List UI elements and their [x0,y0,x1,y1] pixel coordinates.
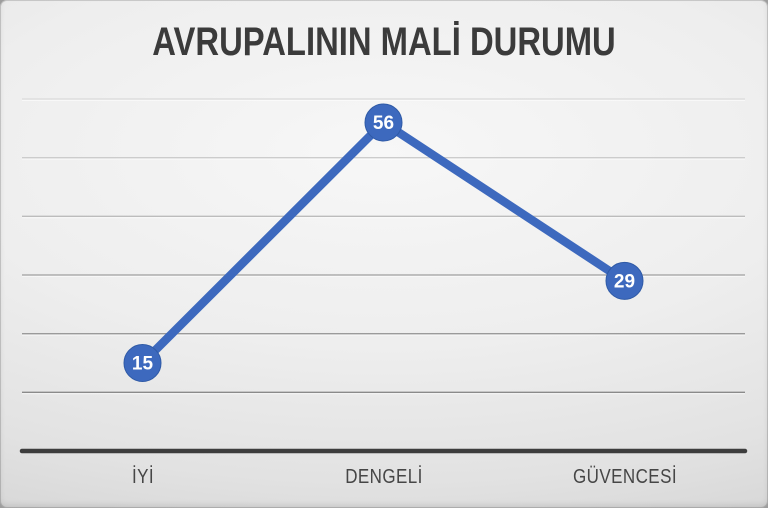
data-point-labels-group: 15 56 29 [132,113,635,375]
data-point-marker [123,344,162,382]
data-point-value: 56 [373,113,394,134]
chart-title: AVRUPALININ MALİ DURUMU [152,20,616,64]
data-series-group [123,103,644,382]
data-point-marker [605,261,644,300]
x-axis-label: DENGELİ [344,466,423,488]
gridlines-group [22,98,745,395]
data-point-value: 29 [614,271,635,292]
data-point-marker [364,103,403,142]
data-line [138,118,629,368]
data-point-value: 15 [132,354,154,375]
x-axis-label: GÜVENCESİ [572,466,677,488]
x-axis-label: İYİ [131,466,154,488]
x-axis-labels: İYİ DENGELİ GÜVENCESİ [0,466,768,494]
